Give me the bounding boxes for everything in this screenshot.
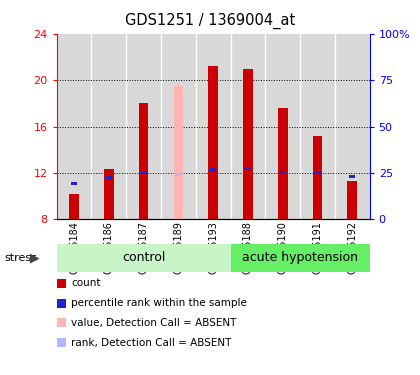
Text: count: count (71, 278, 100, 288)
Bar (231, 34, 265, 219)
Bar (245, 168, 251, 170)
Text: percentile rank within the sample: percentile rank within the sample (71, 298, 247, 308)
Bar (104, 170, 114, 219)
Bar (335, 34, 370, 219)
Bar (278, 108, 288, 219)
Bar (243, 69, 253, 219)
Bar (210, 168, 216, 171)
Text: rank, Detection Call = ABSENT: rank, Detection Call = ABSENT (71, 338, 231, 348)
Bar (140, 171, 147, 174)
Text: control: control (122, 251, 165, 264)
Bar (208, 66, 218, 219)
Bar (280, 171, 286, 174)
Text: stress: stress (4, 253, 37, 263)
Bar (71, 182, 77, 184)
Bar (300, 34, 335, 219)
Bar (69, 194, 79, 219)
Bar (126, 34, 161, 219)
Bar (231, 244, 370, 272)
Bar (57, 244, 231, 272)
Text: value, Detection Call = ABSENT: value, Detection Call = ABSENT (71, 318, 236, 328)
Bar (139, 104, 149, 219)
Bar (347, 181, 357, 219)
Text: ▶: ▶ (30, 251, 40, 264)
Bar (92, 34, 126, 219)
Bar (312, 136, 322, 219)
Bar (161, 34, 196, 219)
Bar (265, 34, 300, 219)
Bar (349, 175, 355, 178)
Text: GDS1251 / 1369004_at: GDS1251 / 1369004_at (125, 13, 295, 29)
Bar (57, 34, 92, 219)
Bar (106, 176, 112, 179)
Bar (175, 173, 181, 176)
Text: acute hypotension: acute hypotension (242, 251, 358, 264)
Bar (173, 86, 183, 219)
Bar (314, 171, 320, 174)
Bar (196, 34, 231, 219)
